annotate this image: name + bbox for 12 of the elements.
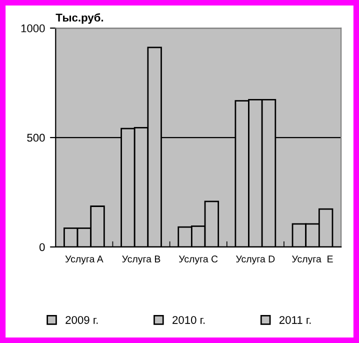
y-axis-title: Тыс.руб. bbox=[56, 13, 104, 24]
legend-label: 2009 г. bbox=[66, 316, 98, 324]
x-tick-label: Услуга B bbox=[122, 256, 160, 264]
legend-label: 2011 г. bbox=[279, 316, 311, 324]
y-tick-label: 1000 bbox=[21, 24, 45, 32]
x-tick-label: Услуга C bbox=[178, 256, 218, 264]
x-tick-label: Услуга A bbox=[65, 256, 104, 264]
y-tick-label: 0 bbox=[39, 243, 45, 252]
y-tick-label: 500 bbox=[27, 134, 45, 142]
x-tick-label: Услуга D bbox=[236, 256, 275, 264]
legend-label: 2010 г. bbox=[172, 316, 205, 324]
x-tick-label: Услуга E bbox=[292, 256, 333, 264]
